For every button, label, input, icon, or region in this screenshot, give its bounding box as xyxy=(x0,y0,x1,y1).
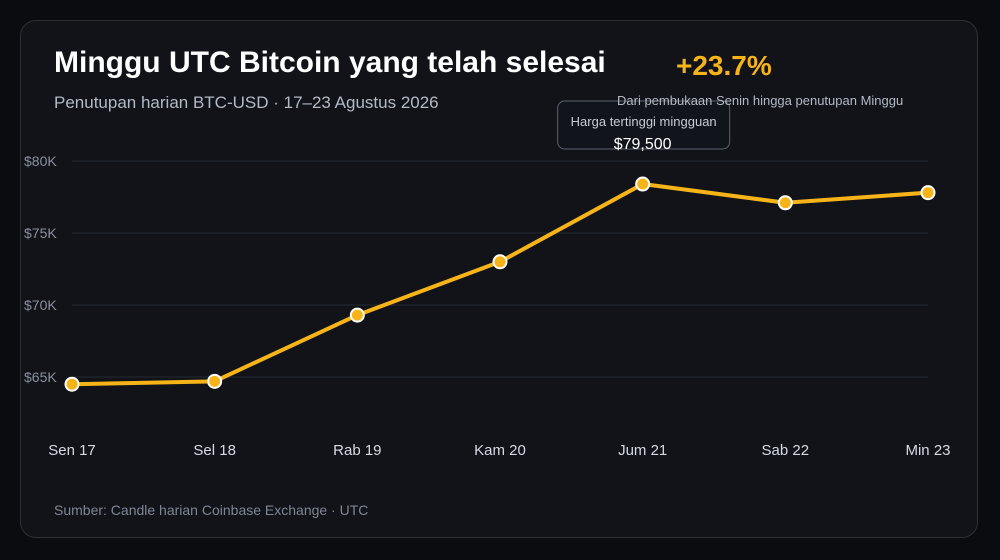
x-tick-label: Sab 22 xyxy=(762,442,810,459)
chart-subtitle: Penutupan harian BTC-USD · 17–23 Agustus… xyxy=(54,93,439,112)
data-point[interactable] xyxy=(920,185,936,201)
weekly-change-note: Dari pembukaan Senin hingga penutupan Mi… xyxy=(617,93,904,108)
data-point[interactable] xyxy=(777,195,793,211)
chart-title: Minggu UTC Bitcoin yang telah selesai xyxy=(54,46,606,79)
x-tick-label: Kam 20 xyxy=(474,442,526,459)
source-note: Sumber: Candle harian Coinbase Exchange … xyxy=(54,502,369,518)
data-point[interactable] xyxy=(349,307,365,323)
y-tick-label: $80K xyxy=(24,153,57,169)
x-tick-label: Sen 17 xyxy=(48,442,96,459)
annotation-label: Harga tertinggi mingguan xyxy=(571,114,717,129)
x-tick-label: Min 23 xyxy=(905,442,950,459)
y-tick-label: $75K xyxy=(24,225,57,241)
data-point[interactable] xyxy=(492,254,508,270)
annotation-group: Harga tertinggi mingguan $79,500 xyxy=(557,100,731,153)
chart-card xyxy=(20,20,978,538)
series-line-group xyxy=(70,182,930,387)
weekly-change-value: +23.7% xyxy=(676,50,772,81)
annotation-box xyxy=(557,100,731,150)
y-axis-ticks: $65K $70K $75K $80K xyxy=(24,153,57,385)
data-point[interactable] xyxy=(64,376,80,392)
x-tick-label: Rab 19 xyxy=(333,442,381,459)
series-line xyxy=(70,182,930,387)
y-tick-label: $65K xyxy=(24,369,57,385)
data-point[interactable] xyxy=(635,176,651,192)
annotation-value: $79,500 xyxy=(614,136,672,153)
x-tick-label: Sel 18 xyxy=(193,442,236,459)
y-tick-label: $70K xyxy=(24,297,57,313)
x-axis-ticks: Sen 17 Sel 18 Rab 19 Kam 20 Jum 21 Sab 22 Min … xyxy=(48,442,950,459)
data-point[interactable] xyxy=(207,373,223,389)
series-points xyxy=(64,176,936,392)
x-tick-label: Jum 21 xyxy=(618,442,667,459)
